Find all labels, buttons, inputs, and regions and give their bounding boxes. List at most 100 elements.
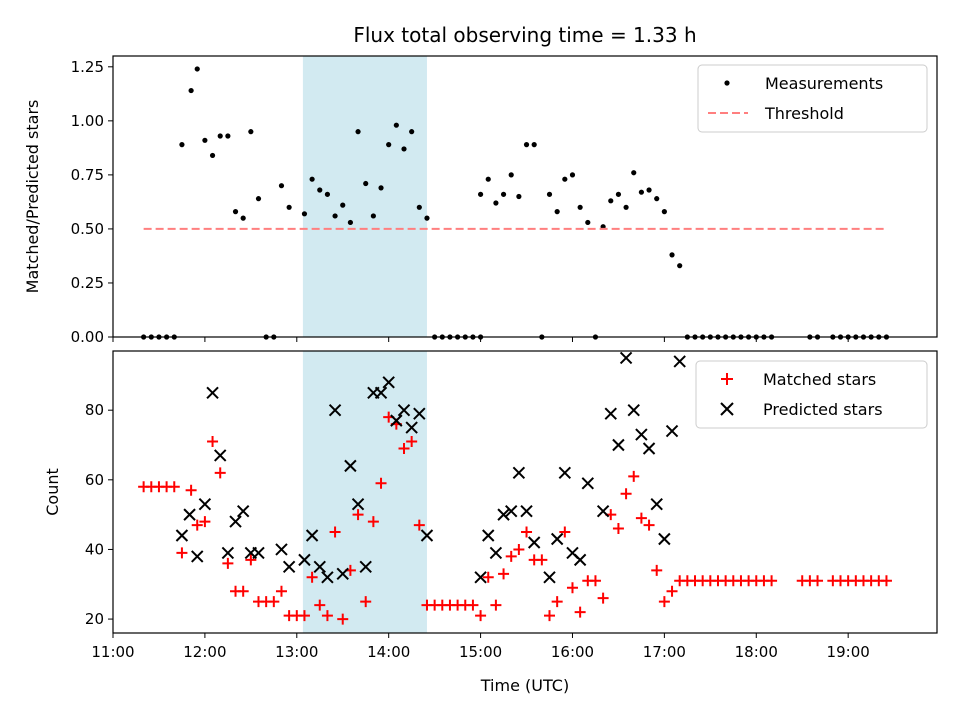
bottom-y-tick-label: 20	[85, 610, 104, 628]
predicted-star-point	[642, 442, 656, 455]
bottom-x-axis-ticks: 11:00 12:00 13:00 14:00 15:00 16:00 17:00 18:00…	[91, 633, 870, 661]
measurement-point	[416, 204, 422, 210]
matched-star-point	[812, 575, 824, 587]
measurement-point	[363, 180, 369, 187]
bottom-y-axis-ticks: 20 40 60 80	[85, 401, 113, 628]
bottom-legend: Matched stars Predicted stars	[695, 360, 928, 429]
predicted-star-point	[175, 529, 189, 542]
predicted-star-point	[673, 355, 686, 368]
bottom-y-tick-label: 60	[85, 471, 104, 489]
predicted-star-point	[581, 477, 595, 490]
matched-star-points	[138, 411, 892, 625]
measurement-point	[608, 198, 614, 204]
measurement-point	[286, 204, 292, 210]
legend-measurements-label: Measurements	[765, 74, 883, 93]
predicted-star-point	[359, 560, 372, 574]
measurement-point	[248, 129, 254, 135]
measurement-point	[569, 172, 576, 178]
measurement-point	[324, 191, 331, 197]
predicted-star-point	[214, 449, 227, 462]
predicted-star-point	[229, 515, 242, 528]
measurement-point	[309, 176, 315, 182]
x-tick-label: 14:00	[367, 643, 410, 661]
matched-star-point	[574, 606, 586, 618]
measurement-point	[638, 189, 645, 195]
top-axes-frame	[112, 55, 938, 338]
predicted-star-point	[604, 407, 617, 420]
predicted-star-point	[612, 438, 625, 452]
bottom-y-tick-label: 80	[85, 401, 104, 419]
predicted-star-point	[183, 508, 196, 521]
matched-star-point	[513, 543, 525, 555]
measurement-point	[317, 187, 323, 193]
measurement-point	[516, 193, 522, 200]
predicted-star-point	[390, 414, 403, 427]
figure-title: Flux total observing time = 1.33 h	[353, 23, 696, 47]
measurement-point	[477, 191, 484, 197]
predicted-star-point	[474, 571, 487, 584]
matched-star-point	[643, 519, 655, 531]
predicted-star-point	[505, 504, 518, 518]
legend-matched-label: Matched stars	[763, 370, 876, 389]
predicted-star-point	[497, 508, 510, 521]
matched-star-point	[185, 484, 197, 496]
predicted-star-point	[206, 386, 219, 399]
predicted-star-points	[175, 351, 686, 584]
top-legend: Measurements Threshold	[697, 64, 928, 133]
x-tick-label: 18:00	[735, 643, 778, 661]
top-y-tick-label: 1.25	[71, 58, 104, 76]
predicted-star-point	[351, 497, 365, 511]
matched-star-point	[475, 610, 487, 622]
matched-star-point	[268, 596, 280, 608]
matched-star-point	[635, 512, 647, 524]
top-y-tick-label: 0.00	[71, 328, 104, 346]
matched-star-point	[237, 585, 249, 597]
top-x-axis-ticks	[112, 337, 849, 342]
matched-star-point	[398, 442, 410, 454]
legend-matched-marker	[721, 373, 733, 385]
predicted-star-point	[650, 497, 663, 511]
predicted-star-point	[382, 376, 395, 389]
matched-star-point	[214, 467, 226, 479]
matched-star-point	[222, 557, 234, 569]
predicted-star-point	[527, 536, 541, 549]
measurement-point	[523, 142, 530, 148]
matched-star-point	[199, 516, 211, 528]
matched-star-point	[207, 436, 219, 448]
top-y-tick-label: 0.25	[71, 274, 104, 292]
matched-star-point	[329, 526, 341, 538]
matched-star-point	[658, 596, 670, 608]
measurement-point	[562, 176, 568, 182]
top-y-tick-label: 1.00	[71, 112, 104, 130]
predicted-star-point	[413, 407, 426, 420]
predicted-star-point	[550, 532, 564, 546]
x-tick-label: 16:00	[551, 643, 594, 661]
predicted-star-point	[482, 529, 495, 542]
measurement-point	[240, 215, 246, 221]
matched-star-point	[612, 523, 624, 535]
x-tick-label: 12:00	[183, 643, 226, 661]
matched-star-point	[191, 519, 203, 531]
predicted-star-point	[635, 428, 648, 441]
measurement-point	[409, 129, 415, 135]
matched-star-point	[314, 599, 326, 611]
predicted-star-point	[420, 529, 434, 542]
measurement-point	[546, 191, 553, 197]
predicted-star-point	[489, 546, 503, 560]
measurement-point	[615, 191, 622, 197]
legend-predicted-marker	[720, 402, 734, 416]
legend-threshold-label: Threshold	[764, 104, 844, 123]
measurement-point	[654, 196, 660, 202]
measurement-point	[577, 204, 583, 210]
measurement-point	[623, 204, 629, 210]
measurement-point	[424, 215, 430, 221]
predicted-star-point	[236, 504, 250, 518]
top-legend-box	[697, 64, 928, 133]
predicted-star-point	[374, 386, 388, 399]
predicted-star-point	[520, 504, 533, 518]
legend-predicted-label: Predicted stars	[763, 400, 883, 419]
measurement-point	[202, 137, 208, 143]
